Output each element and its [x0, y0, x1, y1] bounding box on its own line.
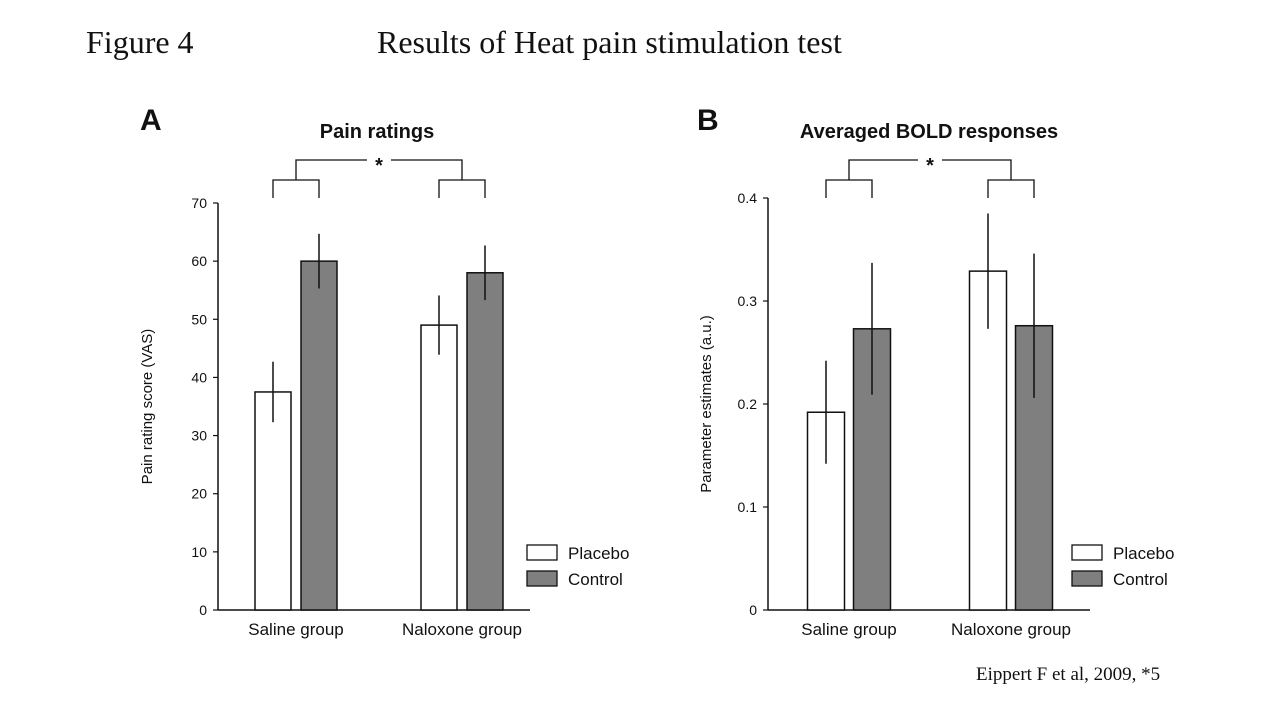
category-label: Naloxone group	[402, 620, 522, 639]
y-tick-label: 50	[191, 311, 207, 327]
y-tick-label: 10	[191, 544, 207, 560]
panel-letter: B	[697, 104, 719, 137]
y-tick-label: 30	[191, 428, 207, 444]
significance-gap	[367, 154, 391, 166]
y-axis-label: Parameter estimates (a.u.)	[698, 315, 715, 493]
significance-marker: *	[375, 155, 383, 177]
y-tick-label: 0	[199, 602, 207, 618]
y-tick-label: 0.1	[738, 499, 758, 515]
legend-label: Placebo	[1113, 544, 1174, 563]
bar-placebo	[420, 324, 458, 611]
bar-control	[466, 272, 504, 611]
chart-title: Pain ratings	[320, 121, 434, 143]
significance-marker: *	[926, 155, 934, 177]
legend-label: Control	[1113, 570, 1168, 589]
legend-swatch-placebo	[526, 544, 558, 561]
y-tick-label: 0.4	[738, 190, 758, 206]
y-tick-label: 0.2	[738, 396, 758, 412]
y-tick-label: 60	[191, 253, 207, 269]
citation: Eippert F et al, 2009, *5	[976, 664, 1161, 685]
figure-label: Figure 4	[86, 24, 194, 60]
y-tick-label: 0	[749, 602, 757, 618]
category-label: Saline group	[248, 620, 343, 639]
category-label: Naloxone group	[951, 620, 1071, 639]
y-tick-label: 0.3	[738, 293, 758, 309]
figure-title: Results of Heat pain stimulation test	[377, 24, 842, 60]
y-axis-label: Pain rating score (VAS)	[139, 329, 156, 485]
category-label: Saline group	[801, 620, 896, 639]
panel-letter: A	[140, 104, 162, 137]
legend-swatch-placebo	[1071, 544, 1103, 561]
bar-control	[852, 328, 892, 611]
significance-gap	[918, 154, 942, 166]
chart-title: Averaged BOLD responses	[800, 121, 1058, 143]
y-tick-label: 20	[191, 486, 207, 502]
legend-label: Control	[568, 570, 623, 589]
legend-label: Placebo	[568, 544, 629, 563]
bar-placebo	[254, 391, 292, 611]
legend-swatch-control	[1071, 570, 1103, 587]
y-tick-label: 40	[191, 369, 207, 385]
bar-control	[300, 260, 338, 611]
legend-swatch-control	[526, 570, 558, 587]
y-tick-label: 70	[191, 195, 207, 211]
